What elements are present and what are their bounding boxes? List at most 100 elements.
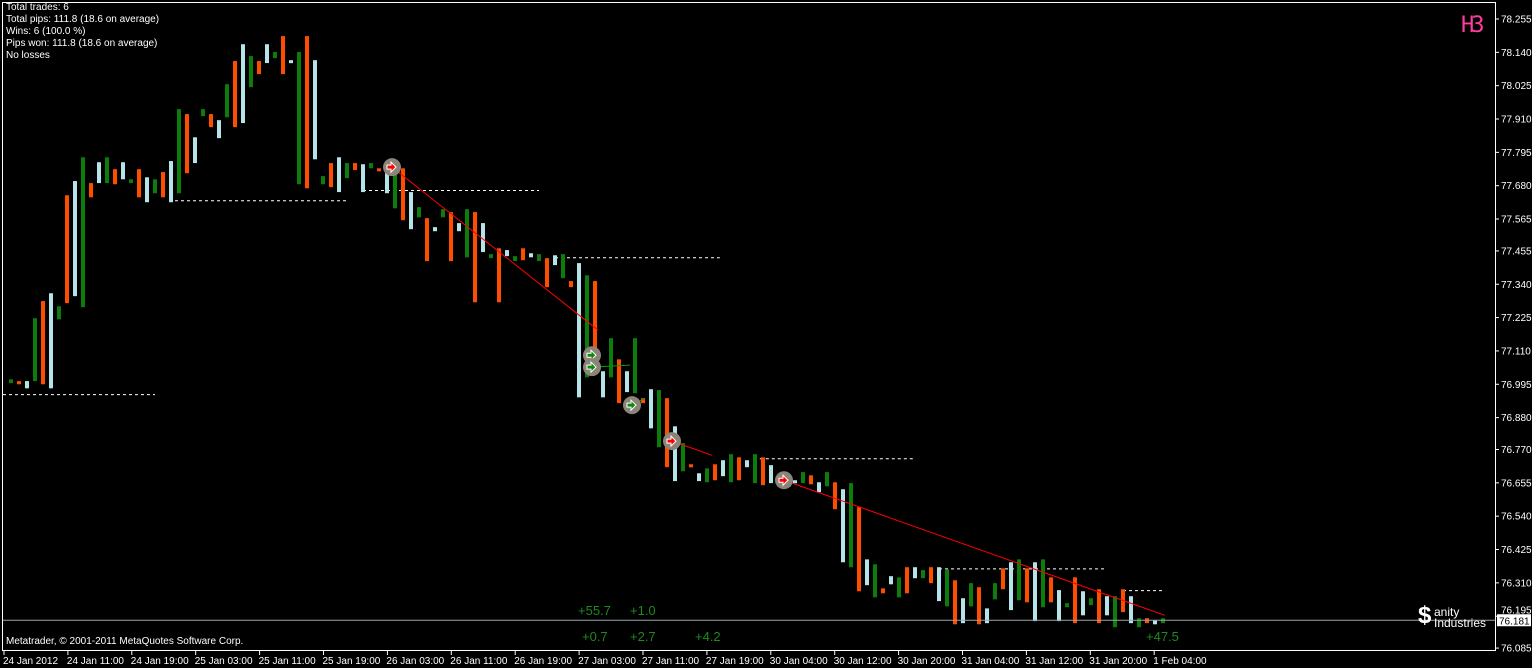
price-bar	[945, 569, 949, 607]
price-bar	[897, 577, 901, 598]
y-tick-label: 76.770	[1501, 445, 1532, 456]
price-bar	[369, 163, 373, 169]
price-bar	[497, 248, 501, 303]
x-tick-label: 27 Jan 03:00	[578, 656, 636, 667]
bid-price-box	[1497, 614, 1531, 627]
price-bar	[489, 254, 493, 259]
price-bar	[513, 256, 517, 262]
price-bar	[305, 36, 309, 189]
x-tick-label: 30 Jan 04:00	[770, 656, 828, 667]
price-bar	[633, 338, 637, 394]
price-bar	[169, 161, 173, 203]
price-bar	[457, 223, 461, 232]
price-bar	[81, 157, 85, 308]
y-tick-label: 78.140	[1501, 48, 1532, 59]
price-bar	[921, 570, 925, 579]
price-bar	[1089, 598, 1093, 606]
price-bar	[625, 371, 629, 393]
stat-total-pips: Total pips: 111.8 (18.6 on average)	[6, 14, 160, 25]
price-bar	[121, 162, 125, 180]
price-bar	[545, 258, 549, 288]
price-bar	[233, 61, 237, 128]
price-bar	[889, 576, 893, 585]
price-bar	[929, 567, 933, 584]
price-bar	[57, 306, 61, 320]
price-bar	[937, 567, 941, 602]
price-bar	[969, 583, 973, 607]
price-bar	[257, 61, 261, 75]
y-tick-label: 77.455	[1501, 246, 1532, 257]
y-tick-label: 78.025	[1501, 81, 1532, 92]
price-bar	[761, 457, 765, 486]
price-bar	[953, 580, 957, 625]
price-bar	[577, 263, 581, 398]
price-bar	[913, 567, 917, 579]
price-bar	[217, 120, 221, 139]
time-axis: 24 Jan 2012 24 Jan 11:00 24 Jan 19:00 25 Ja…	[3, 651, 1207, 667]
pips-label: +55.7	[578, 603, 611, 618]
price-bar	[417, 207, 421, 218]
price-bar	[73, 181, 77, 297]
price-bar	[249, 56, 253, 88]
price-bar	[849, 483, 853, 568]
price-bar	[65, 195, 69, 304]
arrow-icon	[386, 160, 397, 174]
close-arrow-icon	[583, 358, 601, 377]
x-tick-label: 25 Jan 19:00	[323, 656, 381, 667]
price-bar	[769, 465, 773, 484]
price-bar	[449, 212, 453, 262]
price-bar	[721, 460, 725, 477]
y-tick-label: 76.995	[1501, 380, 1532, 391]
copyright-text: Metatrader, © 2001-2011 MetaQuotes Softw…	[6, 636, 244, 647]
price-bar	[185, 114, 189, 174]
sell-arrow-icon	[383, 158, 401, 177]
price-bar	[9, 379, 13, 384]
price-bar	[657, 390, 661, 448]
price-bar	[1049, 577, 1053, 603]
price-axis: 78.255 78.140 78.025 77.910 77.795 77.680 77.5…	[1495, 15, 1532, 655]
price-bar	[817, 482, 821, 493]
price-bar	[209, 114, 213, 128]
stat-total-trades: Total trades: 6	[6, 2, 69, 13]
price-bar	[977, 587, 981, 625]
logo-text: anity Industries	[1434, 606, 1486, 629]
stat-wins: Wins: 6 (100.0 %)	[6, 26, 86, 37]
price-bar	[17, 381, 21, 385]
price-bar	[1137, 618, 1141, 628]
y-tick-label: 78.255	[1501, 15, 1532, 26]
price-bar	[89, 183, 93, 198]
price-bar	[585, 275, 589, 378]
price-bar	[129, 179, 133, 184]
y-tick-label: 76.195	[1501, 605, 1532, 616]
price-bar	[553, 255, 557, 266]
price-bar	[1097, 589, 1101, 624]
price-bar	[1017, 559, 1021, 601]
price-bar	[985, 608, 989, 624]
price-bar	[297, 52, 301, 185]
x-tick-label: 25 Jan 03:00	[195, 656, 253, 667]
price-bar	[385, 164, 389, 194]
price-bar	[673, 426, 677, 482]
price-bar	[337, 157, 341, 193]
trade-markers	[383, 158, 793, 490]
price-bar	[689, 464, 693, 468]
price-bar	[289, 60, 293, 64]
y-tick-label: 76.655	[1501, 478, 1532, 489]
price-bar	[329, 163, 333, 188]
x-tick-label: 1 Feb 04:00	[1153, 656, 1207, 667]
price-bar	[1105, 596, 1109, 616]
price-bar	[1009, 562, 1013, 611]
price-bar	[473, 212, 477, 303]
price-bars	[9, 36, 1165, 628]
price-bar	[425, 218, 429, 262]
price-bar	[1129, 596, 1133, 624]
close-arrow-icon	[623, 396, 641, 415]
x-tick-label: 31 Jan 04:00	[962, 656, 1020, 667]
price-bar	[105, 157, 109, 184]
price-bar	[345, 163, 349, 179]
x-tick-label: 24 Jan 2012	[3, 656, 58, 667]
y-tick-label: 77.110	[1501, 346, 1531, 357]
price-bar	[409, 192, 413, 230]
price-bar	[161, 172, 165, 198]
